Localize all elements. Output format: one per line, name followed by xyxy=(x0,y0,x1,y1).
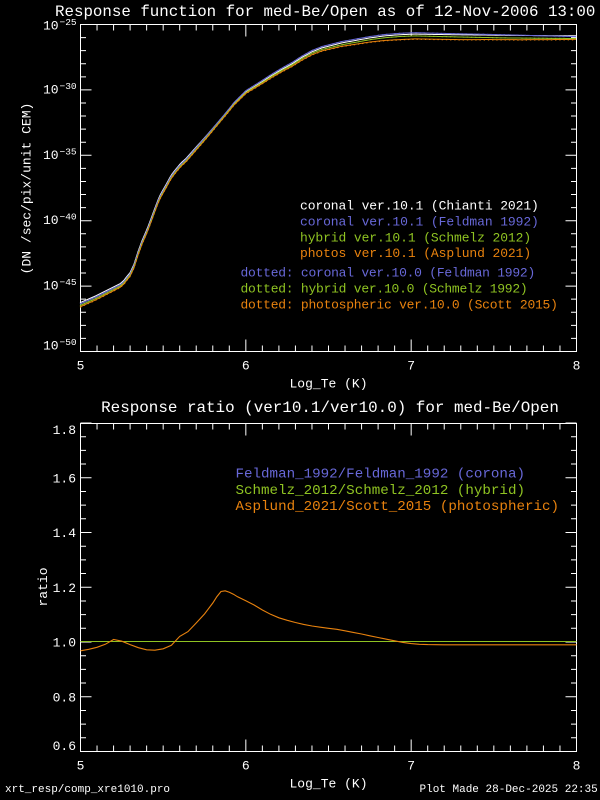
svg-text:Feldman_1992/Feldman_1992 (cor: Feldman_1992/Feldman_1992 (corona) xyxy=(236,467,525,483)
svg-text:Log_Te (K): Log_Te (K) xyxy=(289,377,367,392)
svg-text:1.8: 1.8 xyxy=(53,423,76,438)
svg-text:−30: −30 xyxy=(60,81,77,92)
svg-text:5: 5 xyxy=(77,359,85,374)
svg-text:10: 10 xyxy=(43,213,59,228)
svg-text:1.2: 1.2 xyxy=(53,581,76,596)
svg-text:Response function for med-Be/O: Response function for med-Be/Open as of … xyxy=(55,3,595,21)
svg-text:Asplund_2021/Scott_2015 (photo: Asplund_2021/Scott_2015 (photospheric) xyxy=(236,499,560,515)
svg-text:1.4: 1.4 xyxy=(53,526,77,541)
svg-text:1.6: 1.6 xyxy=(53,471,76,486)
svg-text:0.6: 0.6 xyxy=(53,739,76,754)
svg-text:7: 7 xyxy=(407,359,415,374)
svg-text:Log_Te (K): Log_Te (K) xyxy=(289,777,367,792)
svg-text:10: 10 xyxy=(43,339,59,354)
svg-text:−45: −45 xyxy=(60,277,77,288)
svg-text:0.8: 0.8 xyxy=(53,690,76,705)
svg-text:10: 10 xyxy=(43,279,59,294)
svg-text:7: 7 xyxy=(407,759,415,774)
svg-text:−35: −35 xyxy=(60,146,77,157)
svg-text:Plot Made 28-Dec-2025 22:35: Plot Made 28-Dec-2025 22:35 xyxy=(420,784,598,796)
svg-text:−25: −25 xyxy=(60,17,77,28)
svg-text:1.0: 1.0 xyxy=(53,636,76,651)
svg-text:6: 6 xyxy=(242,359,250,374)
svg-text:dotted: hybrid ver.10.0 (Schme: dotted: hybrid ver.10.0 (Schmelz 1992) xyxy=(241,282,528,297)
svg-text:10: 10 xyxy=(43,148,59,163)
svg-text:coronal ver.10.1 (Chianti 2021: coronal ver.10.1 (Chianti 2021) xyxy=(300,199,539,214)
svg-text:Schmelz_2012/Schmelz_2012 (hyb: Schmelz_2012/Schmelz_2012 (hybrid) xyxy=(236,483,525,499)
svg-text:−50: −50 xyxy=(60,337,77,348)
svg-text:5: 5 xyxy=(77,759,85,774)
svg-text:xrt_resp/comp_xre1010.pro: xrt_resp/comp_xre1010.pro xyxy=(5,784,170,796)
svg-text:dotted: photospheric ver.10.0: dotted: photospheric ver.10.0 (Scott 201… xyxy=(241,298,558,313)
svg-text:10: 10 xyxy=(43,19,59,34)
svg-text:coronal ver.10.1 (Feldman 1992: coronal ver.10.1 (Feldman 1992) xyxy=(300,215,539,230)
svg-text:(DN /sec/pix/unit CEM): (DN /sec/pix/unit CEM) xyxy=(20,103,35,275)
svg-text:ratio: ratio xyxy=(36,567,51,606)
svg-text:6: 6 xyxy=(242,759,250,774)
svg-text:photos ver.10.1 (Asplund 2021): photos ver.10.1 (Asplund 2021) xyxy=(300,246,531,261)
svg-text:Response ratio (ver10.1/ver10.: Response ratio (ver10.1/ver10.0) for med… xyxy=(101,399,559,417)
svg-text:8: 8 xyxy=(573,359,581,374)
svg-text:8: 8 xyxy=(573,759,581,774)
svg-text:dotted: coronal ver.10.0 (Feld: dotted: coronal ver.10.0 (Feldman 1992) xyxy=(241,266,536,281)
svg-text:10: 10 xyxy=(43,82,59,97)
svg-text:hybrid ver.10.1 (Schmelz 2012): hybrid ver.10.1 (Schmelz 2012) xyxy=(300,231,531,246)
svg-text:−40: −40 xyxy=(60,212,77,223)
